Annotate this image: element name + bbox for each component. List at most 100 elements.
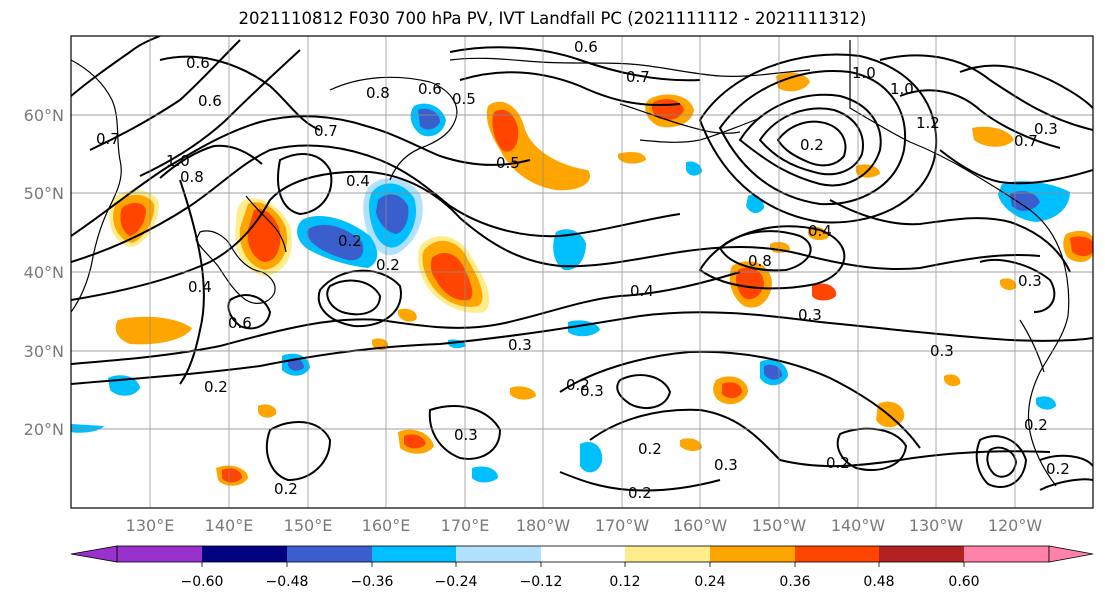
lon-label: 150°E bbox=[284, 516, 333, 535]
contour-1.0-east bbox=[879, 54, 1093, 131]
colorbar-tick-label: −0.60 bbox=[181, 574, 224, 590]
shade-kamchatka-north bbox=[410, 103, 446, 137]
contour-labels: 0.6 0.6 0.7 0.7 0.8 0.6 0.5 0.6 0.7 1.0 … bbox=[96, 38, 1070, 502]
lat-label: 20°N bbox=[24, 420, 64, 439]
contour-0.4 bbox=[71, 170, 1041, 301]
positive-anomaly-shading bbox=[109, 72, 1093, 486]
colorbar-tick-label: 0.24 bbox=[694, 574, 725, 590]
shade-west-coast bbox=[1063, 230, 1093, 262]
lon-label: 170°W bbox=[595, 516, 650, 535]
colorbar: −0.60 −0.48 −0.36 −0.24 −0.12 0.12 0.24 … bbox=[70, 545, 1094, 590]
contour-label: 0.4 bbox=[808, 222, 832, 240]
coast-north-america bbox=[849, 40, 1070, 487]
contour-label: 0.2 bbox=[1024, 416, 1048, 434]
colorbar-segment bbox=[964, 546, 1049, 562]
contour-label: 0.2 bbox=[638, 440, 662, 458]
coast-arctic-shore bbox=[449, 57, 811, 77]
lon-label: 180°W bbox=[516, 516, 571, 535]
shade-east-pacific bbox=[876, 401, 905, 428]
colorbar-tick-label: 0.12 bbox=[609, 574, 640, 590]
contour-label: 0.3 bbox=[580, 382, 604, 400]
contour-label: 1.0 bbox=[852, 64, 876, 82]
lon-label: 140°W bbox=[831, 516, 886, 535]
coast-baja bbox=[1019, 319, 1045, 373]
colorbar-ticks bbox=[201, 562, 965, 567]
gridlines bbox=[71, 36, 1093, 508]
shade-alaska-north bbox=[776, 72, 810, 92]
colorbar-tick-label: 0.60 bbox=[948, 574, 979, 590]
contour-0.7-west bbox=[89, 39, 241, 151]
contour-label: 0.6 bbox=[574, 38, 598, 56]
contour-label: 0.3 bbox=[930, 342, 954, 360]
lon-label: 130°W bbox=[909, 516, 964, 535]
contour-label: 0.2 bbox=[628, 484, 652, 502]
contour-label: 0.2 bbox=[274, 480, 298, 498]
lon-label: 160°E bbox=[362, 516, 411, 535]
map-frame bbox=[70, 35, 1094, 509]
colorbar-segment bbox=[372, 546, 456, 562]
longitude-labels: 130°E 140°E 150°E 160°E 170°E 180°W 170°… bbox=[126, 516, 1043, 535]
contour-label: 0.8 bbox=[366, 84, 390, 102]
lon-label: 130°E bbox=[126, 516, 175, 535]
contour-label: 0.5 bbox=[496, 154, 520, 172]
contour-1.0-west bbox=[159, 144, 263, 179]
lat-label: 30°N bbox=[24, 342, 64, 361]
coast-hokkaido bbox=[245, 195, 287, 253]
coast-alaska-pen bbox=[619, 103, 741, 134]
contour-label: 0.6 bbox=[228, 314, 252, 332]
contour-arctic bbox=[449, 46, 701, 82]
contour-label: 0.7 bbox=[626, 68, 650, 86]
contour-0.8-east bbox=[718, 230, 812, 272]
shade-south-small bbox=[216, 429, 434, 486]
colorbar-tick-label: −0.48 bbox=[266, 574, 309, 590]
contour-label: 0.2 bbox=[566, 376, 590, 394]
colorbar-tick-label: 0.36 bbox=[779, 574, 810, 590]
colorbar-segment bbox=[795, 546, 879, 562]
colorbar-segment bbox=[625, 546, 710, 562]
latitude-labels: 60°N 50°N 40°N 30°N 20°N bbox=[24, 106, 64, 439]
contour-label: 1.0 bbox=[890, 80, 914, 98]
coast-japan bbox=[195, 230, 276, 304]
contour-closed-0.3-south bbox=[428, 405, 502, 460]
contour-label: 0.6 bbox=[198, 92, 222, 110]
contour-label: 0.2 bbox=[376, 256, 400, 274]
colorbar-segment bbox=[710, 546, 795, 562]
shade-small-east bbox=[812, 283, 837, 301]
contour-0.5 bbox=[71, 144, 681, 263]
contour-label: 0.6 bbox=[186, 54, 210, 72]
contour-label: 0.4 bbox=[188, 278, 212, 296]
lat-label: 50°N bbox=[24, 184, 64, 203]
shade-south-japan bbox=[115, 316, 192, 345]
contour-closed-low bbox=[326, 279, 382, 316]
shade-hawaii-north bbox=[713, 376, 748, 405]
colorbar-tick-label: 0.48 bbox=[863, 574, 894, 590]
coastlines bbox=[71, 40, 1070, 487]
colorbar-tick-label: −0.24 bbox=[435, 574, 478, 590]
contour-label: 1.0 bbox=[166, 152, 190, 170]
colorbar-segment bbox=[879, 546, 964, 562]
contour-label: 0.3 bbox=[508, 336, 532, 354]
lat-label: 40°N bbox=[24, 263, 64, 282]
contour-0.8-west bbox=[139, 49, 301, 177]
lat-label: 60°N bbox=[24, 106, 64, 125]
colorbar-min-extend bbox=[70, 545, 118, 563]
colorbar-segment bbox=[287, 546, 372, 562]
colorbar-max-extend bbox=[1048, 545, 1094, 563]
contour-label: 0.4 bbox=[630, 282, 654, 300]
contour-label: 0.7 bbox=[1014, 132, 1038, 150]
shade-aleutian-west bbox=[486, 101, 591, 191]
contour-0.2-bottom bbox=[559, 471, 721, 492]
coast-asia-east bbox=[71, 59, 122, 313]
contour-label: 0.7 bbox=[314, 122, 338, 140]
colorbar-tick-label: −0.36 bbox=[351, 574, 394, 590]
colorbar-segments bbox=[116, 545, 1050, 563]
shade-dateline-blob bbox=[418, 236, 490, 313]
lon-label: 140°E bbox=[205, 516, 254, 535]
contour-label: 0.3 bbox=[714, 456, 738, 474]
lon-label: 170°E bbox=[441, 516, 490, 535]
contour-1.2-east bbox=[899, 89, 1061, 149]
contour-label: 0.8 bbox=[180, 168, 204, 186]
lon-label: 150°W bbox=[752, 516, 807, 535]
contour-label: 0.3 bbox=[1034, 120, 1058, 138]
